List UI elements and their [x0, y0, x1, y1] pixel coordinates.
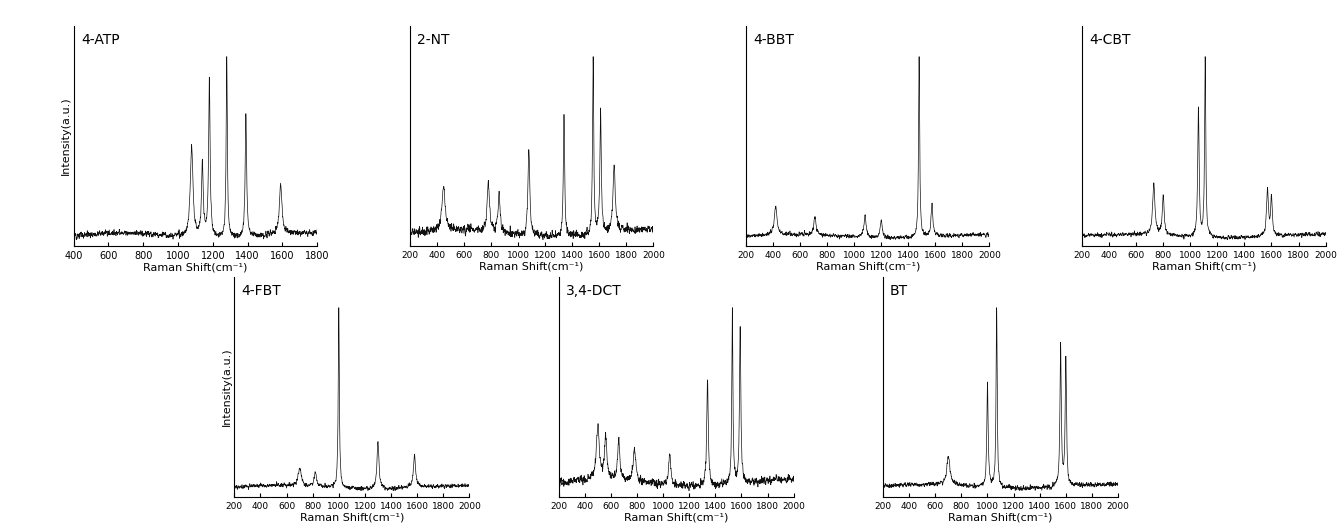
Text: BT: BT	[890, 284, 908, 298]
X-axis label: Raman Shift(cm⁻¹): Raman Shift(cm⁻¹)	[1152, 261, 1256, 271]
Text: 4-BBT: 4-BBT	[754, 33, 794, 47]
Y-axis label: Intensity(a.u.): Intensity(a.u.)	[221, 348, 232, 426]
X-axis label: Raman Shift(cm⁻¹): Raman Shift(cm⁻¹)	[815, 261, 920, 271]
Text: 4-ATP: 4-ATP	[80, 33, 119, 47]
X-axis label: Raman Shift(cm⁻¹): Raman Shift(cm⁻¹)	[479, 261, 584, 271]
X-axis label: Raman Shift(cm⁻¹): Raman Shift(cm⁻¹)	[948, 512, 1052, 522]
Text: 3,4-DCT: 3,4-DCT	[565, 284, 621, 298]
X-axis label: Raman Shift(cm⁻¹): Raman Shift(cm⁻¹)	[300, 512, 404, 522]
X-axis label: Raman Shift(cm⁻¹): Raman Shift(cm⁻¹)	[143, 262, 248, 272]
Y-axis label: Intensity(a.u.): Intensity(a.u.)	[60, 97, 71, 175]
Text: 4-FBT: 4-FBT	[241, 284, 281, 298]
Text: 2-NT: 2-NT	[416, 33, 450, 47]
Text: 4-CBT: 4-CBT	[1090, 33, 1131, 47]
X-axis label: Raman Shift(cm⁻¹): Raman Shift(cm⁻¹)	[624, 512, 728, 522]
